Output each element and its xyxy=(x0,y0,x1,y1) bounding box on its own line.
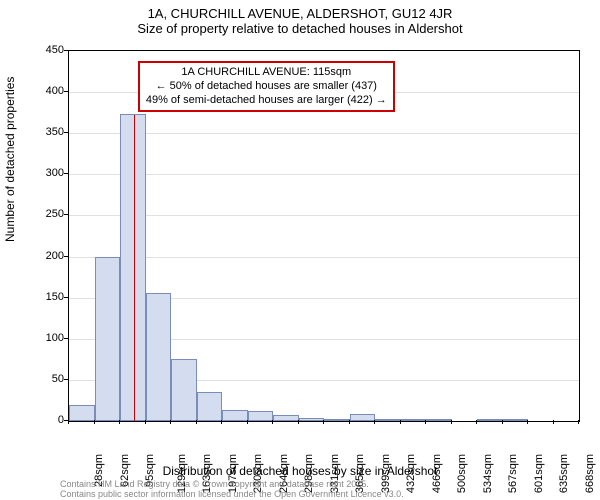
histogram-bar xyxy=(299,418,325,421)
annotation-line2: ← 50% of detached houses are smaller (43… xyxy=(146,80,387,94)
histogram-bar xyxy=(120,114,146,421)
x-tick-mark xyxy=(400,420,401,424)
x-tick-mark xyxy=(323,420,324,424)
histogram-bar xyxy=(146,293,172,421)
x-tick-mark xyxy=(68,420,69,424)
x-tick-mark xyxy=(374,420,375,424)
histogram-bar xyxy=(375,419,401,421)
y-tick-label: 400 xyxy=(34,85,64,97)
chart-container: 1A, CHURCHILL AVENUE, ALDERSHOT, GU12 4J… xyxy=(0,0,600,500)
x-tick-mark xyxy=(247,420,248,424)
annotation-box: 1A CHURCHILL AVENUE: 115sqm ← 50% of det… xyxy=(138,61,395,112)
histogram-bar xyxy=(95,257,121,421)
x-tick-mark xyxy=(145,420,146,424)
histogram-bar xyxy=(197,392,223,421)
x-tick-mark xyxy=(578,420,579,424)
x-tick-mark xyxy=(221,420,222,424)
x-tick-mark xyxy=(527,420,528,424)
annotation-line3: 49% of semi-detached houses are larger (… xyxy=(146,94,387,108)
x-tick-mark xyxy=(553,420,554,424)
y-tick-label: 200 xyxy=(34,250,64,262)
annotation-line1: 1A CHURCHILL AVENUE: 115sqm xyxy=(146,66,387,80)
x-tick-mark xyxy=(196,420,197,424)
x-tick-mark xyxy=(272,420,273,424)
histogram-bar xyxy=(222,410,248,421)
histogram-bar xyxy=(350,414,376,421)
histogram-bar xyxy=(477,419,503,421)
indicator-line xyxy=(134,115,135,421)
y-tick-label: 50 xyxy=(34,373,64,385)
footer-line2: Contains public sector information licen… xyxy=(60,490,404,500)
y-axis-label: Number of detached properties xyxy=(3,77,17,242)
x-tick-mark xyxy=(119,420,120,424)
y-tick-label: 0 xyxy=(34,414,64,426)
y-tick-label: 450 xyxy=(34,44,64,56)
x-axis-label: Distribution of detached houses by size … xyxy=(0,464,600,478)
chart-plot-area: 1A CHURCHILL AVENUE: 115sqm ← 50% of det… xyxy=(68,50,580,422)
page-title: 1A, CHURCHILL AVENUE, ALDERSHOT, GU12 4J… xyxy=(0,0,600,21)
x-tick-mark xyxy=(425,420,426,424)
x-tick-mark xyxy=(170,420,171,424)
gridline xyxy=(69,215,579,216)
y-tick-label: 250 xyxy=(34,208,64,220)
histogram-bar xyxy=(69,405,95,421)
y-tick-label: 350 xyxy=(34,126,64,138)
x-tick-mark xyxy=(94,420,95,424)
y-tick-label: 150 xyxy=(34,291,64,303)
x-tick-mark xyxy=(349,420,350,424)
y-tick-label: 100 xyxy=(34,332,64,344)
x-tick-mark xyxy=(476,420,477,424)
histogram-bar xyxy=(426,419,452,421)
histogram-bar xyxy=(503,419,529,421)
y-tick-label: 300 xyxy=(34,167,64,179)
gridline xyxy=(69,174,579,175)
histogram-bar xyxy=(171,359,197,421)
x-tick-mark xyxy=(451,420,452,424)
histogram-bar xyxy=(324,419,350,421)
gridline xyxy=(69,133,579,134)
histogram-bar xyxy=(273,415,299,421)
page-subtitle: Size of property relative to detached ho… xyxy=(0,21,600,36)
x-tick-mark xyxy=(502,420,503,424)
histogram-bar xyxy=(248,411,274,421)
footer-attribution: Contains HM Land Registry data © Crown c… xyxy=(60,480,404,500)
x-tick-mark xyxy=(298,420,299,424)
gridline xyxy=(69,257,579,258)
histogram-bar xyxy=(401,419,427,421)
